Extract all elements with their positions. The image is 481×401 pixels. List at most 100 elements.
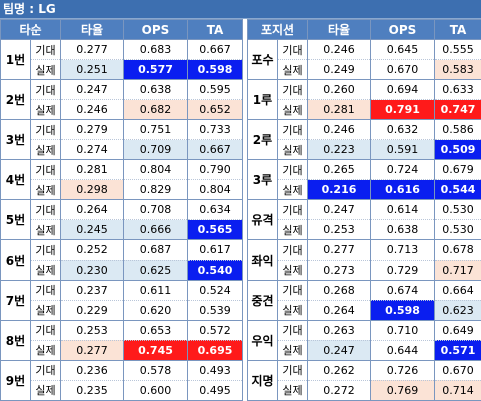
left-actual-ta: 0.540 xyxy=(187,259,243,281)
left-expected-avg: 0.253 xyxy=(60,319,124,341)
column-gap xyxy=(242,79,248,100)
actual-label: 실제 xyxy=(277,59,308,81)
right-expected-ta: 0.586 xyxy=(434,119,481,141)
right-expected-ops: 0.710 xyxy=(370,319,435,341)
column-gap xyxy=(242,280,248,301)
left-expected-ta: 0.493 xyxy=(187,359,243,381)
right-expected-ta: 0.664 xyxy=(434,279,481,301)
right-expected-avg: 0.265 xyxy=(307,159,371,181)
right-actual-ops: 0.729 xyxy=(370,259,435,281)
header-left-avg: 타율 xyxy=(60,19,124,40)
right-expected-ta: 0.670 xyxy=(434,359,481,381)
expected-label: 기대 xyxy=(277,159,308,181)
column-gap xyxy=(242,179,248,200)
actual-label: 실제 xyxy=(277,99,308,121)
table-row: 실제 0.274 0.709 0.667 실제 0.223 0.591 0.509 xyxy=(1,139,481,161)
right-actual-ta: 0.717 xyxy=(434,259,481,281)
left-expected-ta: 0.524 xyxy=(187,279,243,301)
right-actual-ta: 0.747 xyxy=(434,99,481,121)
left-batting-order-label: 7번 xyxy=(0,279,31,321)
left-expected-avg: 0.237 xyxy=(60,279,124,301)
left-expected-avg: 0.247 xyxy=(60,79,124,101)
actual-label: 실제 xyxy=(30,179,61,201)
actual-label: 실제 xyxy=(30,259,61,281)
left-actual-ops: 0.829 xyxy=(123,179,188,201)
column-gap xyxy=(242,159,248,180)
right-actual-ta: 0.544 xyxy=(434,179,481,201)
actual-label: 실제 xyxy=(277,379,308,401)
right-actual-ops: 0.598 xyxy=(370,299,435,321)
right-actual-avg: 0.273 xyxy=(307,259,371,281)
left-expected-ta: 0.572 xyxy=(187,319,243,341)
right-position-label: 우익 xyxy=(247,319,278,361)
expected-label: 기대 xyxy=(30,79,61,101)
right-actual-ops: 0.591 xyxy=(370,139,435,161)
right-actual-avg: 0.272 xyxy=(307,379,371,401)
column-gap xyxy=(242,119,248,140)
right-actual-avg: 0.247 xyxy=(307,339,371,361)
table-row: 실제 0.230 0.625 0.540 실제 0.273 0.729 0.717 xyxy=(1,259,481,281)
left-actual-ta: 0.495 xyxy=(187,379,243,401)
left-batting-order-label: 9번 xyxy=(0,359,31,401)
table-row: 실제 0.235 0.600 0.495 실제 0.272 0.769 0.714 xyxy=(1,379,481,401)
column-gap xyxy=(242,39,248,60)
actual-label: 실제 xyxy=(30,219,61,241)
right-position-label: 지명 xyxy=(247,359,278,401)
header-left-ta: TA xyxy=(187,19,243,40)
column-gap xyxy=(242,360,248,381)
table-row: 실제 0.251 0.577 0.598 실제 0.249 0.670 0.583 xyxy=(1,59,481,81)
left-actual-ops: 0.625 xyxy=(123,259,188,281)
actual-label: 실제 xyxy=(30,139,61,161)
right-actual-ta: 0.509 xyxy=(434,139,481,161)
left-expected-ops: 0.708 xyxy=(123,199,188,221)
right-expected-ta: 0.530 xyxy=(434,199,481,221)
left-actual-ta: 0.667 xyxy=(187,139,243,161)
actual-label: 실제 xyxy=(30,59,61,81)
left-expected-ta: 0.790 xyxy=(187,159,243,181)
left-actual-avg: 0.251 xyxy=(60,59,124,81)
right-actual-ta: 0.623 xyxy=(434,299,481,321)
column-gap xyxy=(242,300,248,321)
right-expected-ops: 0.724 xyxy=(370,159,435,181)
right-expected-ops: 0.614 xyxy=(370,199,435,221)
left-actual-ops: 0.709 xyxy=(123,139,188,161)
right-position-label: 포수 xyxy=(247,38,278,81)
right-expected-avg: 0.260 xyxy=(307,79,371,101)
table-row: 실제 0.229 0.620 0.539 실제 0.264 0.598 0.623 xyxy=(1,299,481,321)
right-actual-avg: 0.249 xyxy=(307,59,371,81)
column-gap xyxy=(242,320,248,341)
actual-label: 실제 xyxy=(30,339,61,361)
expected-label: 기대 xyxy=(30,199,61,221)
left-actual-avg: 0.246 xyxy=(60,99,124,121)
left-actual-avg: 0.245 xyxy=(60,219,124,241)
right-expected-avg: 0.246 xyxy=(307,38,371,61)
column-gap xyxy=(242,239,248,261)
right-expected-avg: 0.263 xyxy=(307,319,371,341)
right-position-label: 유격 xyxy=(247,199,278,241)
right-expected-ops: 0.694 xyxy=(370,79,435,101)
header-left-ops: OPS xyxy=(123,19,188,40)
right-actual-avg: 0.253 xyxy=(307,219,371,241)
right-actual-ops: 0.638 xyxy=(370,219,435,241)
left-batting-order-label: 5번 xyxy=(0,199,31,241)
left-expected-ops: 0.653 xyxy=(123,319,188,341)
right-actual-ta: 0.583 xyxy=(434,59,481,81)
left-expected-ta: 0.595 xyxy=(187,79,243,101)
expected-label: 기대 xyxy=(277,239,308,261)
left-batting-order-label: 8번 xyxy=(0,319,31,361)
right-position-label: 중견 xyxy=(247,279,278,321)
table-row: 5번 기대 0.264 0.708 0.634 유격 기대 0.247 0.614 0.530 xyxy=(0,199,481,241)
table-row: 7번 기대 0.237 0.611 0.524 중견 기대 0.268 0.674 0.664 xyxy=(0,279,481,321)
table-row: 6번 기대 0.252 0.687 0.617 좌익 기대 0.277 0.713 0.678 xyxy=(0,239,481,281)
left-expected-avg: 0.252 xyxy=(60,239,124,261)
right-actual-ops: 0.769 xyxy=(370,379,435,401)
right-position-label: 2루 xyxy=(247,119,278,161)
left-actual-ta: 0.804 xyxy=(187,179,243,201)
left-expected-avg: 0.264 xyxy=(60,199,124,221)
column-gap xyxy=(242,199,248,220)
left-expected-ops: 0.804 xyxy=(123,159,188,181)
column-gap xyxy=(242,99,248,120)
expected-label: 기대 xyxy=(30,279,61,301)
right-position-label: 좌익 xyxy=(247,239,278,281)
expected-label: 기대 xyxy=(30,239,61,261)
